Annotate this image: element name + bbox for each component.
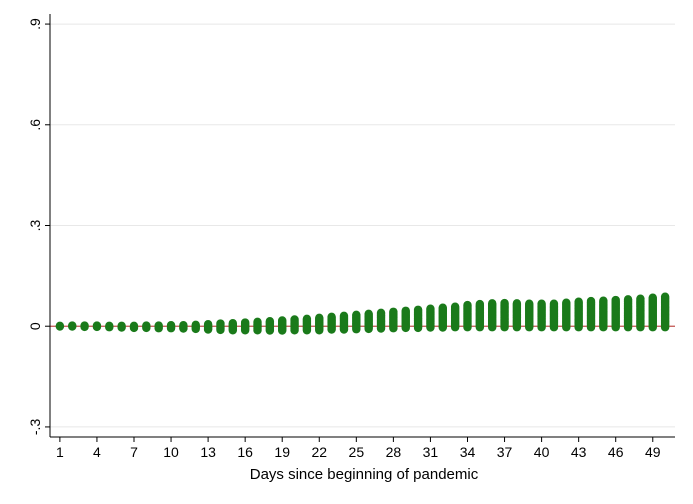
data-point bbox=[364, 309, 373, 318]
data-point bbox=[105, 321, 114, 331]
x-tick-label: 40 bbox=[534, 444, 550, 460]
data-point bbox=[129, 321, 139, 331]
data-point bbox=[191, 320, 200, 330]
data-point bbox=[203, 320, 213, 329]
data-point bbox=[352, 310, 361, 319]
x-tick-label: 7 bbox=[130, 444, 138, 460]
gridlines bbox=[50, 23, 675, 428]
data-points bbox=[55, 292, 670, 335]
x-tick-label: 37 bbox=[497, 444, 513, 460]
y-tick-label: .3 bbox=[27, 219, 43, 231]
data-point bbox=[80, 321, 89, 330]
x-tick-label: 34 bbox=[460, 444, 476, 460]
data-point bbox=[660, 292, 670, 301]
data-point bbox=[586, 296, 596, 306]
data-point bbox=[537, 299, 546, 308]
x-tick-label: 43 bbox=[571, 444, 587, 460]
data-point bbox=[117, 321, 126, 331]
data-point bbox=[179, 321, 188, 330]
data-point bbox=[302, 314, 312, 324]
data-point bbox=[549, 299, 559, 308]
x-tick-label: 31 bbox=[423, 444, 439, 460]
y-tick-label: 0 bbox=[27, 322, 43, 330]
data-point bbox=[525, 299, 534, 308]
data-point bbox=[636, 294, 645, 303]
data-point bbox=[413, 305, 423, 314]
x-tick-label: 22 bbox=[311, 444, 327, 460]
data-point bbox=[278, 316, 287, 325]
data-point bbox=[240, 318, 250, 327]
data-point bbox=[228, 318, 238, 328]
data-point bbox=[68, 321, 77, 330]
data-point bbox=[339, 311, 349, 321]
data-point bbox=[562, 298, 571, 307]
data-point bbox=[599, 296, 608, 305]
data-point bbox=[426, 304, 435, 313]
x-tick-label: 4 bbox=[93, 444, 101, 460]
data-point bbox=[166, 321, 176, 330]
data-point bbox=[500, 298, 509, 308]
x-tick-label: 13 bbox=[200, 444, 216, 460]
data-point bbox=[648, 293, 657, 302]
y-tick-label: .6 bbox=[27, 119, 43, 131]
data-point bbox=[463, 300, 472, 310]
data-point bbox=[487, 299, 497, 308]
data-point bbox=[623, 295, 633, 304]
data-point bbox=[265, 316, 275, 326]
data-point bbox=[154, 321, 163, 330]
data-point bbox=[290, 315, 299, 324]
axes: 1 4 7 10 13 16 19 22 25 28 31 34 37 40 43 46 49 -.3 0 .3 .6.… bbox=[27, 14, 675, 460]
y-tick-label: .9 bbox=[27, 18, 43, 30]
data-point bbox=[438, 303, 447, 312]
x-tick-label: 19 bbox=[274, 444, 290, 460]
data-point bbox=[512, 299, 522, 308]
x-tick-label: 28 bbox=[386, 444, 402, 460]
x-tick-label: 25 bbox=[349, 444, 365, 460]
data-point bbox=[253, 317, 262, 327]
x-axis-title: Days since beginning of pandemic bbox=[250, 466, 479, 483]
data-point bbox=[216, 319, 225, 328]
y-tick-label: -.3 bbox=[27, 419, 43, 436]
data-point bbox=[389, 307, 398, 316]
x-tick-label: 10 bbox=[163, 444, 179, 460]
x-tick-label: 1 bbox=[56, 444, 64, 460]
x-tick-label: 16 bbox=[237, 444, 253, 460]
data-point bbox=[55, 321, 65, 331]
data-point bbox=[401, 306, 410, 315]
data-point bbox=[92, 321, 102, 330]
data-point bbox=[475, 299, 485, 309]
data-point bbox=[611, 295, 620, 305]
data-point bbox=[315, 313, 324, 323]
data-point bbox=[327, 312, 336, 322]
data-point bbox=[142, 321, 151, 330]
x-tick-label: 46 bbox=[608, 444, 624, 460]
data-point bbox=[450, 302, 460, 311]
x-tick-label: 49 bbox=[645, 444, 661, 460]
data-point bbox=[376, 308, 386, 317]
data-point bbox=[574, 297, 583, 306]
